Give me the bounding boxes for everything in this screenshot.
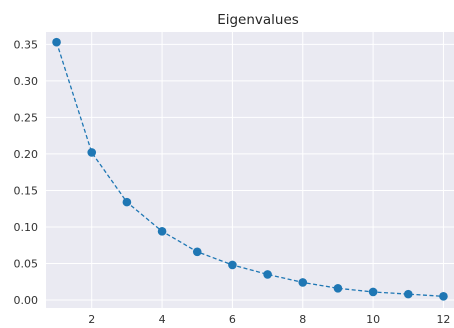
y-tick-label: 0.15 (14, 184, 39, 197)
series-line (55, 42, 444, 297)
chart-title: Eigenvalues (217, 12, 299, 28)
data-point (87, 148, 97, 157)
x-tick-label: 8 (299, 313, 306, 326)
plot-area (46, 32, 454, 308)
x-tick-label: 10 (366, 313, 380, 326)
y-tick-label: 0.20 (14, 148, 39, 161)
x-tick-label: 2 (88, 313, 95, 326)
data-point (263, 270, 272, 279)
x-tick-label: 4 (159, 313, 166, 326)
data-point (439, 292, 448, 301)
data-point (122, 197, 132, 207)
data-point (333, 283, 343, 293)
y-tick-label: 0.35 (14, 38, 39, 51)
data-point (228, 260, 237, 270)
y-tick-label: 0.00 (14, 294, 39, 307)
y-tick-label: 0.05 (14, 257, 39, 270)
data-point (298, 278, 308, 287)
data-point (368, 287, 378, 297)
x-tick-label: 6 (229, 313, 236, 326)
y-tick-label: 0.10 (14, 221, 39, 234)
y-tick-label: 0.25 (14, 111, 39, 124)
tick-labels: 2 4 6 8 10 12 0.00 0.05 0.10 0.15 0.20 0.25 0.30 0.35 (14, 38, 451, 326)
x-tick-label: 12 (436, 313, 450, 326)
y-tick-label: 0.30 (14, 75, 39, 88)
data-point (157, 227, 167, 236)
data-point (403, 289, 413, 299)
data-point (52, 37, 61, 47)
data-point (192, 247, 202, 257)
grid-lines (46, 32, 454, 308)
series-layer (52, 37, 448, 301)
